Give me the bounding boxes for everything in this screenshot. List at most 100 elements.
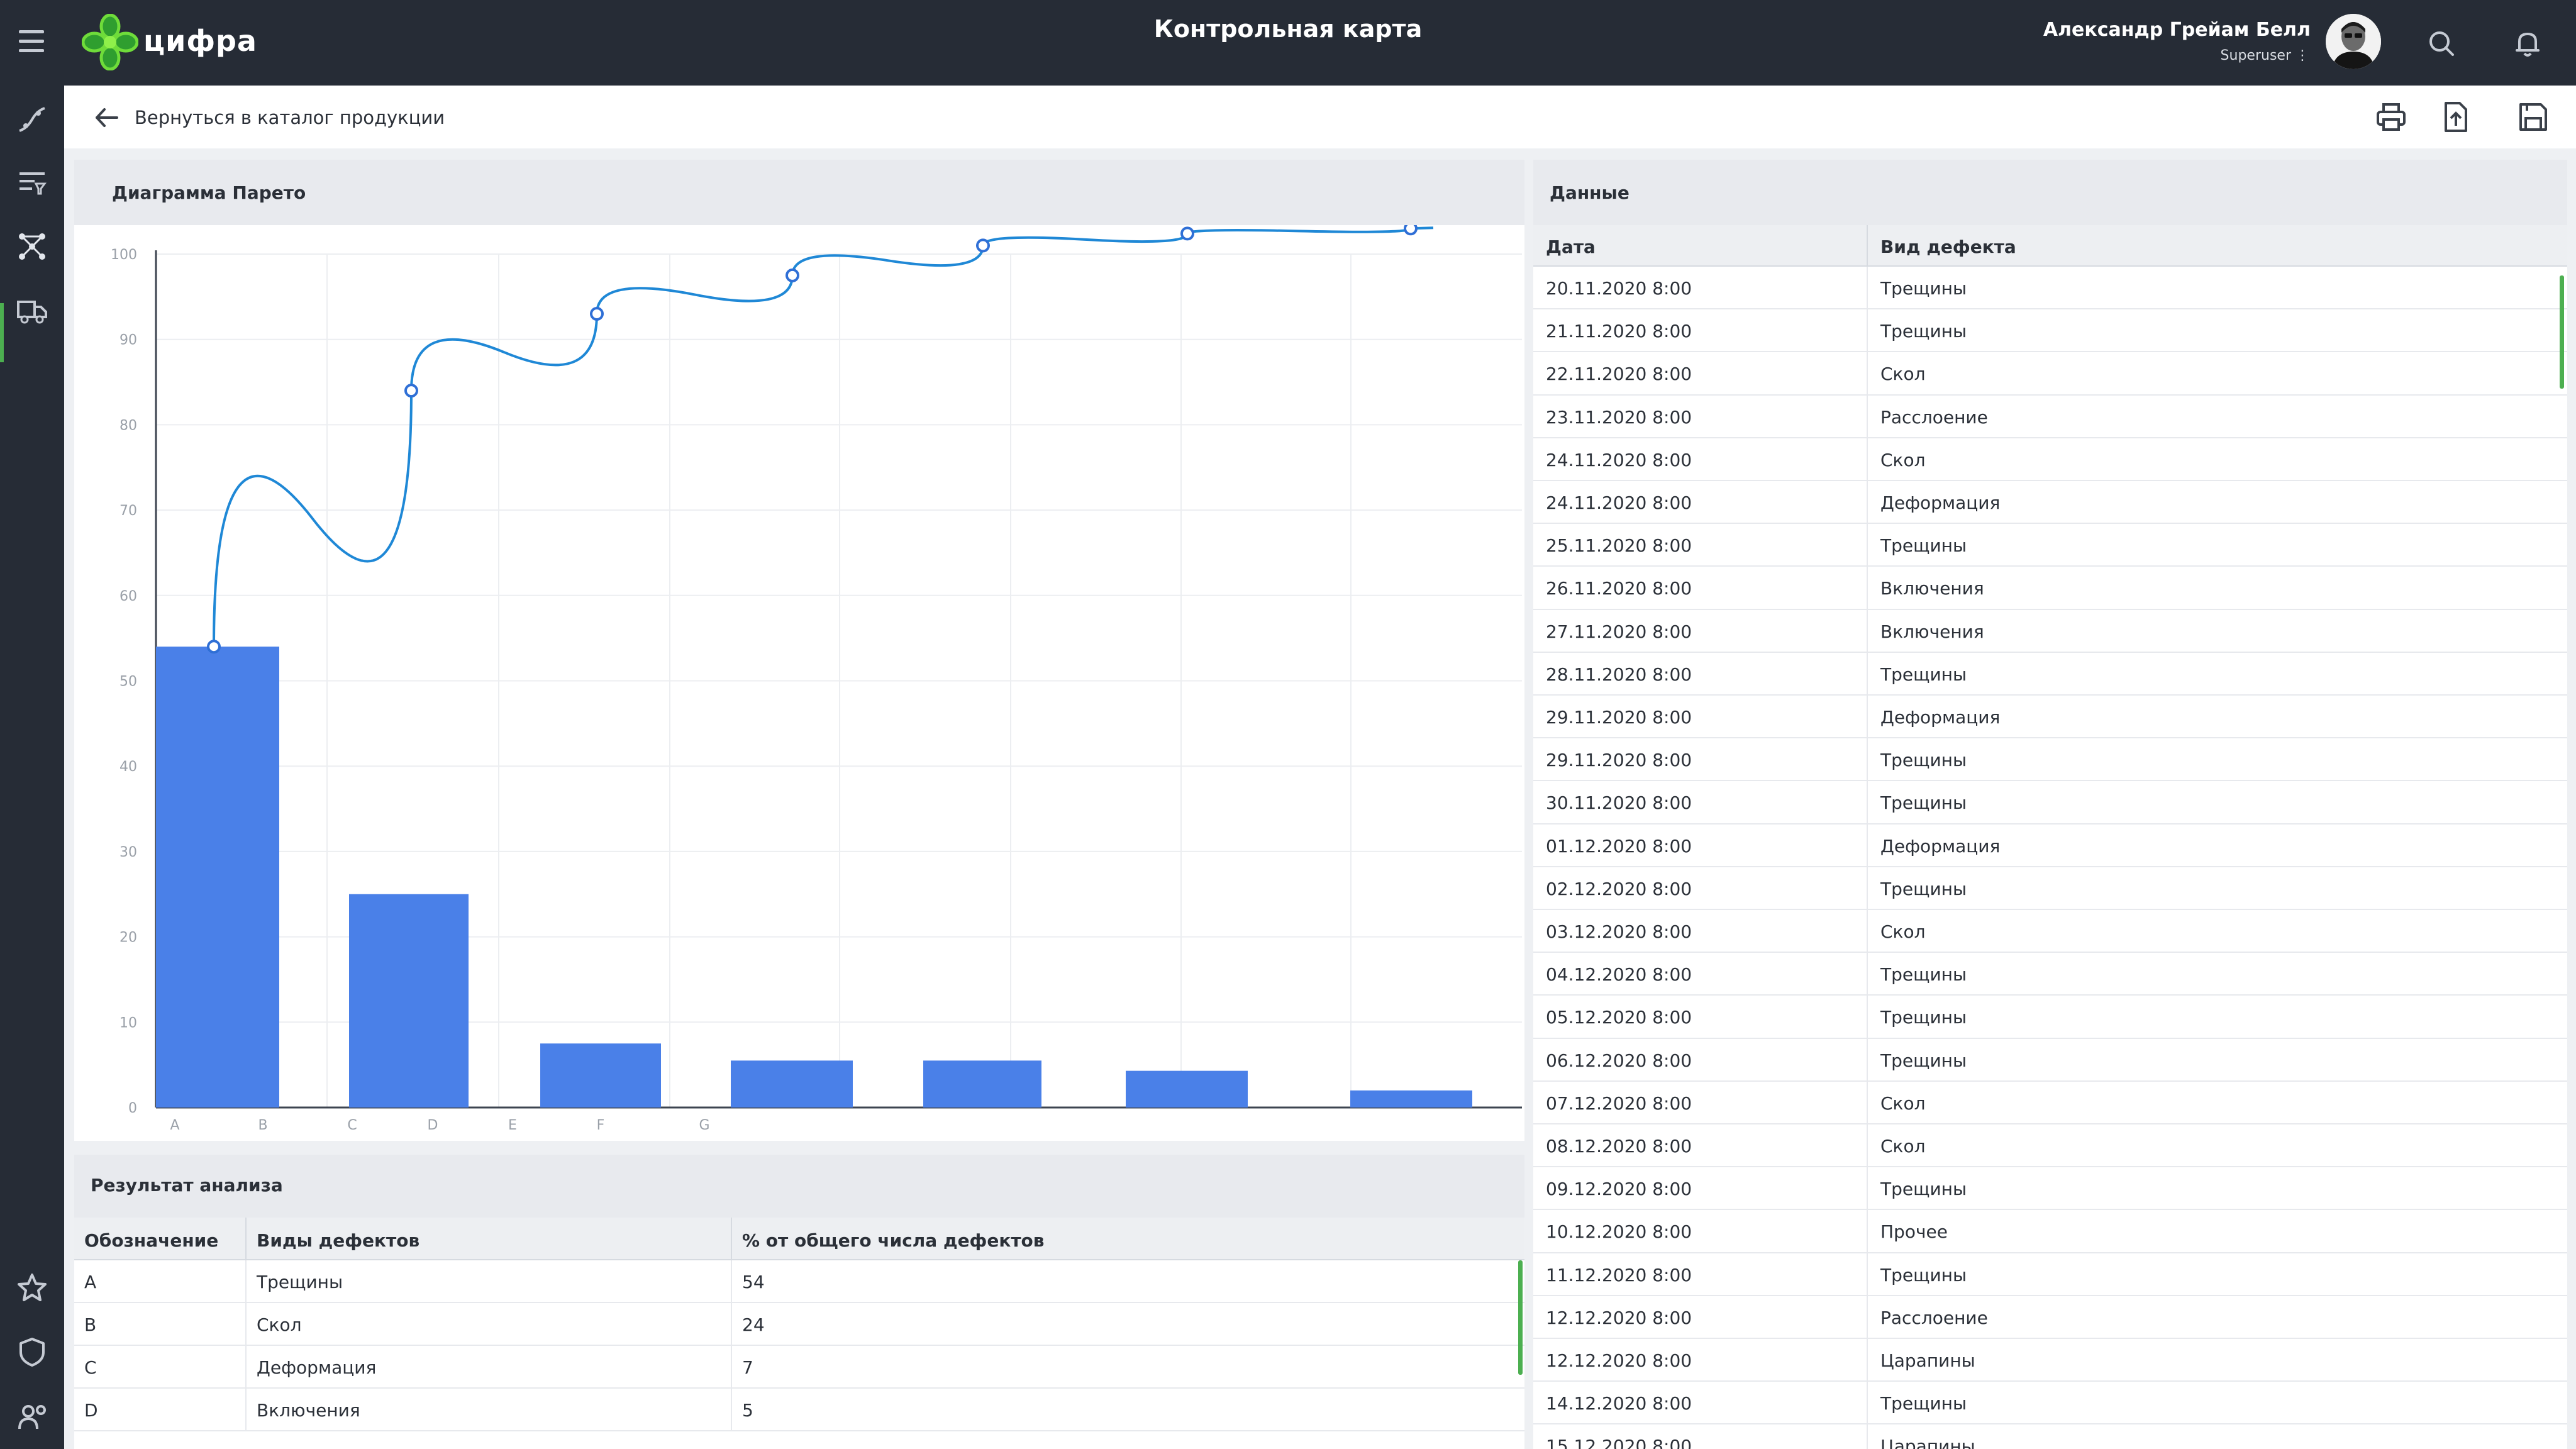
table-cell: 21.11.2020 8:00: [1533, 309, 1868, 352]
column-header-percent[interactable]: % от общего числа дефектов: [742, 1230, 1045, 1251]
table-row[interactable]: 06.12.2020 8:00 Трещины: [1533, 1038, 2567, 1082]
table-row[interactable]: 25.11.2020 8:00 Трещины: [1533, 524, 2567, 567]
table-cell: 12.12.2020 8:00: [1533, 1296, 1868, 1338]
y-tick-label: 70: [119, 503, 137, 519]
table-row[interactable]: 29.11.2020 8:00 Трещины: [1533, 738, 2567, 782]
column-header-defect-types[interactable]: Виды дефектов: [247, 1218, 732, 1259]
data-panel: Данные Дата Вид дефекта 20.11.2020 8:00 Т…: [1533, 160, 2567, 1449]
table-cell: Скол: [1880, 364, 1926, 385]
pareto-panel-title: Диаграмма Парето: [112, 182, 306, 203]
table-cell: 04.12.2020 8:00: [1533, 953, 1868, 995]
rail-active-indicator: [0, 303, 4, 362]
table-row[interactable]: 12.12.2020 8:00 Расслоение: [1533, 1296, 2567, 1339]
user-name[interactable]: Александр Грейам Белл: [2043, 19, 2311, 41]
table-row[interactable]: 07.12.2020 8:00 Скол: [1533, 1081, 2567, 1124]
table-row[interactable]: 22.11.2020 8:00 Скол: [1533, 352, 2567, 396]
table-cell: Расслоение: [1880, 406, 1988, 428]
table-cell: 23.11.2020 8:00: [1533, 395, 1868, 437]
user-role[interactable]: Superuser ⋮: [2220, 48, 2309, 64]
table-row[interactable]: 14.12.2020 8:00 Трещины: [1533, 1382, 2567, 1425]
chart-bar: [1350, 1090, 1472, 1108]
column-header-designation[interactable]: Обозначение: [74, 1218, 247, 1259]
save-icon[interactable]: [2517, 101, 2550, 133]
list-filter-icon[interactable]: [16, 166, 48, 199]
arrow-left-icon[interactable]: [93, 104, 119, 131]
y-tick-label: 30: [119, 845, 137, 860]
table-row[interactable]: 02.12.2020 8:00 Трещины: [1533, 867, 2567, 910]
table-row[interactable]: 11.12.2020 8:00 Трещины: [1533, 1253, 2567, 1296]
bell-icon[interactable]: [2512, 28, 2543, 59]
table-cell: Скол: [247, 1303, 732, 1345]
y-tick-label: 60: [119, 589, 137, 604]
table-row[interactable]: C Деформация 7: [74, 1346, 1524, 1389]
file-export-icon[interactable]: [2440, 101, 2472, 133]
column-header-defect-kind[interactable]: Вид дефекта: [1880, 236, 2016, 257]
table-row[interactable]: D Включения 5: [74, 1389, 1524, 1431]
table-row[interactable]: 20.11.2020 8:00 Трещины: [1533, 267, 2567, 310]
column-header-date[interactable]: Дата: [1533, 225, 1868, 265]
table-row[interactable]: B Скол 24: [74, 1303, 1524, 1346]
table-cell: 27.11.2020 8:00: [1533, 609, 1868, 652]
table-row[interactable]: 30.11.2020 8:00 Трещины: [1533, 781, 2567, 824]
search-icon[interactable]: [2426, 28, 2457, 59]
y-tick-label: 40: [119, 759, 137, 775]
x-tick-label: D: [428, 1118, 438, 1133]
table-cell: 25.11.2020 8:00: [1533, 524, 1868, 566]
table-row[interactable]: 01.12.2020 8:00 Деформация: [1533, 824, 2567, 867]
table-row[interactable]: 29.11.2020 8:00 Деформация: [1533, 696, 2567, 739]
table-cell: 03.12.2020 8:00: [1533, 910, 1868, 952]
table-cell: 07.12.2020 8:00: [1533, 1081, 1868, 1123]
chart-bar: [156, 647, 279, 1108]
table-row[interactable]: 12.12.2020 8:00 Царапины: [1533, 1339, 2567, 1382]
table-row[interactable]: 08.12.2020 8:00 Скол: [1533, 1124, 2567, 1168]
table-cell: Деформация: [247, 1346, 732, 1387]
result-scrollbar[interactable]: [1518, 1260, 1523, 1375]
table-row[interactable]: 24.11.2020 8:00 Скол: [1533, 438, 2567, 481]
table-row[interactable]: 04.12.2020 8:00 Трещины: [1533, 953, 2567, 996]
shield-icon[interactable]: [16, 1336, 48, 1368]
table-cell: 15.12.2020 8:00: [1533, 1424, 1868, 1449]
result-panel-header: Результат анализа: [74, 1155, 1524, 1218]
table-row[interactable]: 28.11.2020 8:00 Трещины: [1533, 652, 2567, 696]
table-row[interactable]: 27.11.2020 8:00 Включения: [1533, 609, 2567, 653]
table-cell: 08.12.2020 8:00: [1533, 1124, 1868, 1167]
table-cell: Деформация: [1880, 492, 2001, 513]
back-link[interactable]: Вернуться в каталог продукции: [135, 107, 445, 128]
table-cell: Трещины: [1880, 1393, 1967, 1414]
table-row[interactable]: A Трещины 54: [74, 1260, 1524, 1303]
avatar[interactable]: [2326, 14, 2381, 69]
x-tick-label: A: [170, 1118, 179, 1133]
hamburger-icon[interactable]: [19, 30, 44, 53]
table-cell: Прочее: [1880, 1221, 1948, 1243]
table-cell: 02.12.2020 8:00: [1533, 867, 1868, 909]
table-cell: Трещины: [1880, 1007, 1967, 1028]
chart-curve-icon[interactable]: [16, 103, 48, 136]
data-panel-title: Данные: [1550, 182, 1629, 203]
table-row[interactable]: 21.11.2020 8:00 Трещины: [1533, 309, 2567, 353]
printer-icon[interactable]: [2375, 101, 2407, 133]
truck-icon[interactable]: [16, 294, 48, 327]
network-nodes-icon[interactable]: [16, 230, 48, 263]
table-cell: Трещины: [1880, 964, 1967, 985]
table-row[interactable]: 05.12.2020 8:00 Трещины: [1533, 996, 2567, 1039]
table-cell: Трещины: [247, 1260, 732, 1302]
table-row[interactable]: 26.11.2020 8:00 Включения: [1533, 567, 2567, 610]
table-row[interactable]: 10.12.2020 8:00 Прочее: [1533, 1210, 2567, 1253]
page-title: Контрольная карта: [1153, 15, 1423, 43]
x-tick-label: E: [508, 1118, 517, 1133]
users-settings-icon[interactable]: [16, 1400, 48, 1433]
table-cell: Трещины: [1880, 1264, 1967, 1285]
table-row[interactable]: 23.11.2020 8:00 Расслоение: [1533, 395, 2567, 438]
data-scrollbar[interactable]: [2560, 275, 2564, 389]
cumulative-point: [207, 640, 221, 654]
table-row[interactable]: 03.12.2020 8:00 Скол: [1533, 910, 2567, 953]
star-icon[interactable]: [16, 1272, 48, 1304]
table-row[interactable]: 24.11.2020 8:00 Деформация: [1533, 481, 2567, 525]
chart-bar: [731, 1060, 853, 1108]
table-cell: Скол: [1880, 1136, 1926, 1157]
table-cell: 29.11.2020 8:00: [1533, 738, 1868, 780]
logo-icon: [82, 14, 138, 70]
table-row[interactable]: 15.12.2020 8:00 Царапины: [1533, 1424, 2567, 1449]
table-row[interactable]: 09.12.2020 8:00 Трещины: [1533, 1167, 2567, 1211]
pareto-chart: 0 10 20 30 40 50 60 70 80 90 100 A B C D E F G: [111, 225, 1522, 1133]
